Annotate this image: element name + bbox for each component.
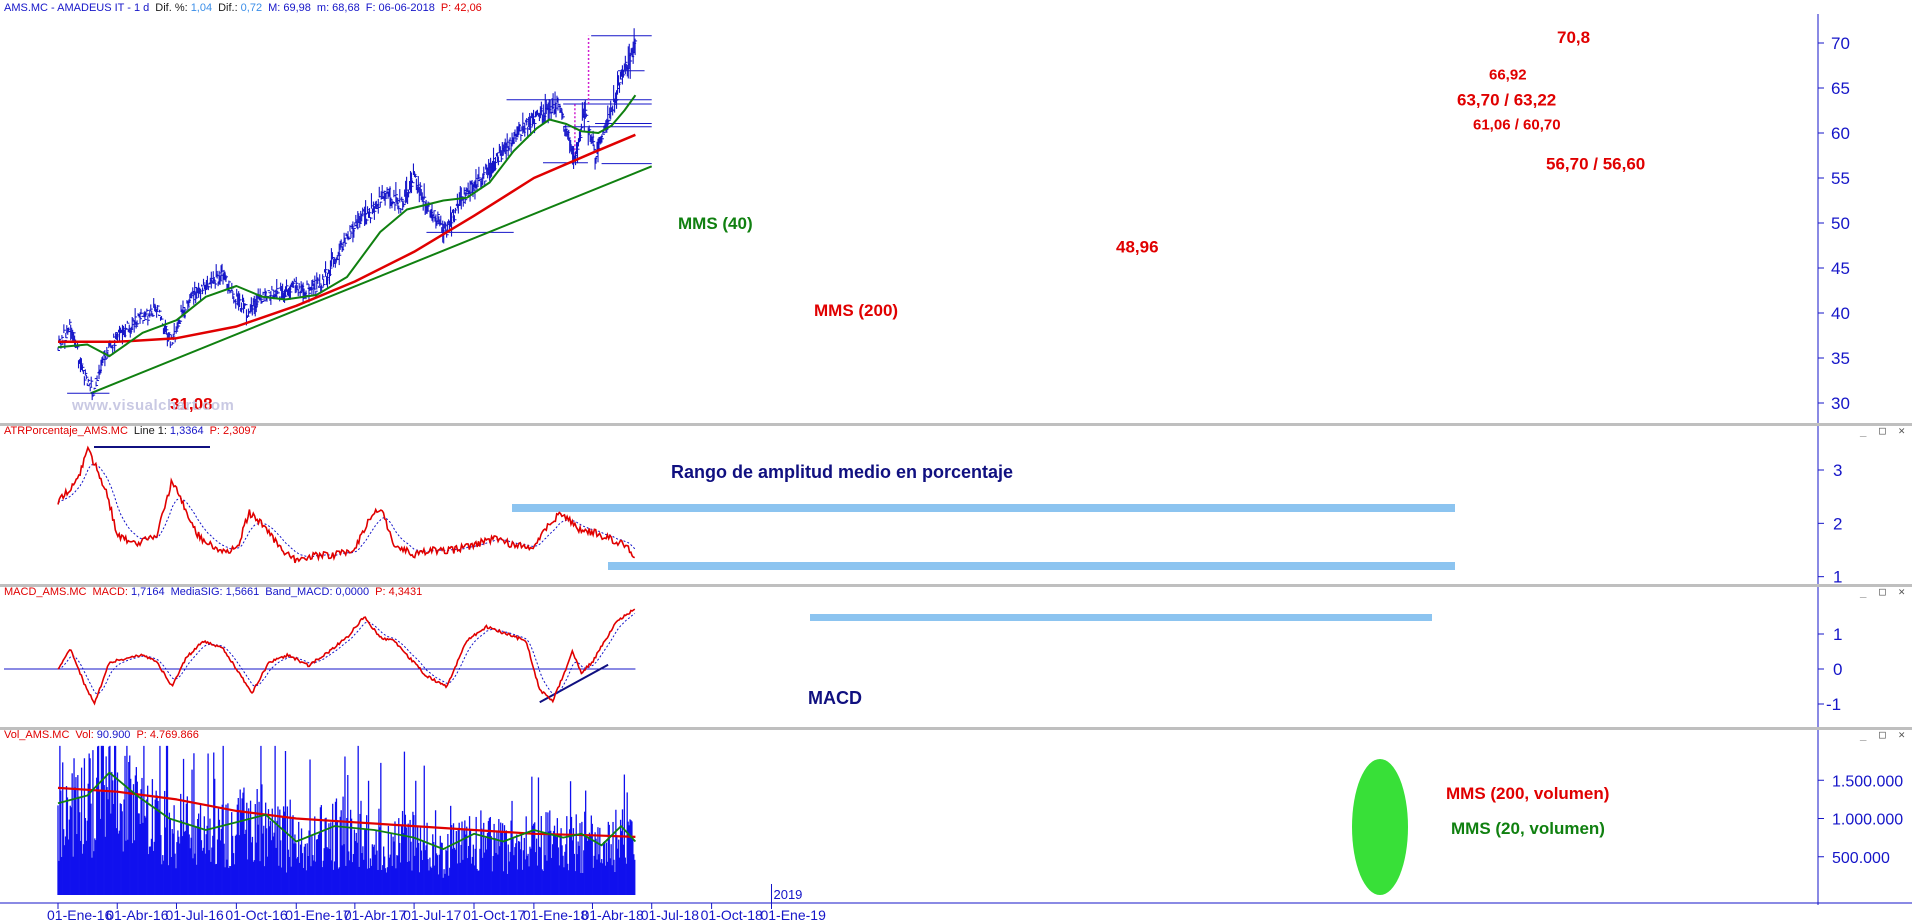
atr-name: ATRPorcentaje_AMS.MC <box>4 425 128 437</box>
volume-ma20-line <box>57 771 637 850</box>
x-tick-label: 01-Oct-18 <box>701 907 763 922</box>
ma40-line <box>57 94 637 358</box>
x-tick-label: 01-Abr-16 <box>106 907 168 922</box>
panel-separator <box>0 423 1912 426</box>
volume-y-tick-label: 1.000.000 <box>1832 812 1903 829</box>
atr-line-value: 1,3364 <box>169 425 204 437</box>
volume-bars <box>57 745 636 895</box>
atr-y-tick-label: 1 <box>1833 568 1842 587</box>
volume-ma200-label: MMS (200, volumen) <box>1446 784 1609 803</box>
macd-line <box>57 608 636 706</box>
atr-highlight-band <box>608 562 1455 570</box>
macd-highlight-band <box>810 614 1432 621</box>
volume-y-tick-label: 500.000 <box>1832 850 1890 867</box>
atr-price: P: 2,3097 <box>209 425 257 437</box>
macd-price: P: 4,3431 <box>375 586 423 598</box>
x-tick-label: 01-Jul-18 <box>641 907 700 922</box>
price-y-tick-label: 70 <box>1831 34 1850 53</box>
panel-separator <box>0 584 1912 587</box>
panel-separator <box>0 727 1912 730</box>
level-label: 61,06 / 60,70 <box>1473 116 1561 133</box>
macd-annotation: MACD <box>808 688 862 708</box>
volume-window-buttons[interactable]: _ □ ✕ <box>1859 728 1908 741</box>
level-label: 66,92 <box>1489 67 1527 84</box>
ma200-line <box>58 133 636 344</box>
date-value: F: 06-06-2018 <box>365 2 435 14</box>
macd-signal-line <box>57 613 636 696</box>
macd-sig-value: 1,5661 <box>225 586 260 598</box>
volume-ma20-label: MMS (20, volumen) <box>1451 819 1605 838</box>
ma40-label: MMS (40) <box>678 214 753 233</box>
x-tick-label: 01-Ene-16 <box>47 907 113 922</box>
x-tick-label: 01-Jul-17 <box>403 907 462 922</box>
price-panel-header: AMS.MC - AMADEUS IT - 1 d Dif. %: 1,04 Dif.… <box>4 1 488 15</box>
dif-pct-label: Dif. %: <box>155 2 188 14</box>
price-bars <box>57 28 638 401</box>
ma200-label: MMS (200) <box>814 301 898 320</box>
price-y-tick-label: 50 <box>1831 214 1850 233</box>
volume-name: Vol_AMS.MC <box>4 729 70 741</box>
volume-price: P: 4.769.866 <box>136 729 199 741</box>
macd-y-tick-label: -1 <box>1826 695 1841 714</box>
price-y-tick-label: 40 <box>1831 304 1850 323</box>
atr-highlight-band <box>512 504 1455 512</box>
volume-label: Vol: <box>75 729 94 741</box>
macd-y-tick-label: 1 <box>1833 625 1842 644</box>
price-y-tick-label: 60 <box>1831 124 1850 143</box>
min-value: m: 68,68 <box>316 2 360 14</box>
symbol-label: AMS.MC - AMADEUS IT - 1 d <box>4 2 150 14</box>
x-tick-label: 01-Ene-17 <box>285 907 351 922</box>
macd-value: 1,7164 <box>130 586 165 598</box>
level-label: 56,70 / 56,60 <box>1546 155 1645 174</box>
macd-y-tick-label: 0 <box>1833 660 1842 679</box>
atr-annotation: Rango de amplitud medio en porcentaje <box>671 462 1013 482</box>
x-tick-label: 01-Oct-17 <box>463 907 525 922</box>
level-label: 70,8 <box>1557 28 1590 47</box>
x-tick-label: 01-Ene-18 <box>523 907 589 922</box>
macd-support-trendline <box>539 663 609 704</box>
volume-value: 90.900 <box>96 729 131 741</box>
atr-y-tick-label: 2 <box>1833 514 1842 533</box>
atr-line-label: Line 1: <box>133 425 167 437</box>
volume-panel-header: Vol_AMS.MC Vol: 90.900 P: 4.769.866 <box>4 728 205 742</box>
dif-label: Dif.: <box>218 2 238 14</box>
last-price: P: 42,06 <box>440 2 482 14</box>
level-label: 31,08 <box>170 394 213 413</box>
level-label: 48,96 <box>1116 237 1159 256</box>
x-tick-label: 01-Abr-17 <box>344 907 406 922</box>
price-y-tick-label: 65 <box>1831 79 1850 98</box>
volume-highlight-blob <box>1352 759 1408 895</box>
x-tick-label: 01-Ene-19 <box>760 907 826 922</box>
max-value: M: 69,98 <box>268 2 311 14</box>
atr-panel-header: ATRPorcentaje_AMS.MC Line 1: 1,3364 P: 2,30… <box>4 424 263 438</box>
dif-value: 0,72 <box>240 2 263 14</box>
atr-window-buttons[interactable]: _ □ ✕ <box>1859 424 1908 437</box>
year-label: 2019 <box>773 887 802 902</box>
macd-band-value: 0,0000 <box>335 586 370 598</box>
price-y-tick-label: 30 <box>1831 394 1850 413</box>
price-y-tick-label: 35 <box>1831 349 1850 368</box>
macd-band-label: Band_MACD: <box>265 586 333 598</box>
macd-window-buttons[interactable]: _ □ ✕ <box>1859 585 1908 598</box>
macd-label: MACD: <box>92 586 128 598</box>
trend-line <box>90 165 653 395</box>
price-y-tick-label: 45 <box>1831 259 1850 278</box>
atr-y-tick-label: 3 <box>1833 461 1842 480</box>
x-tick-label: 01-Abr-18 <box>581 907 643 922</box>
macd-name: MACD_AMS.MC <box>4 586 87 598</box>
macd-panel-header: MACD_AMS.MC MACD: 1,7164 MediaSIG: 1,5661 Ban… <box>4 585 428 599</box>
level-label: 63,70 / 63,22 <box>1457 91 1556 110</box>
watermark: www.visualchart.com <box>72 397 235 414</box>
macd-sig-label: MediaSIG: <box>170 586 223 598</box>
volume-y-tick-label: 1.500.000 <box>1832 773 1903 790</box>
atr-line <box>57 445 635 564</box>
x-tick-label: 01-Oct-16 <box>225 907 287 922</box>
price-y-tick-label: 55 <box>1831 169 1850 188</box>
x-tick-label: 01-Jul-16 <box>165 907 224 922</box>
dif-pct-value: 1,04 <box>190 2 213 14</box>
